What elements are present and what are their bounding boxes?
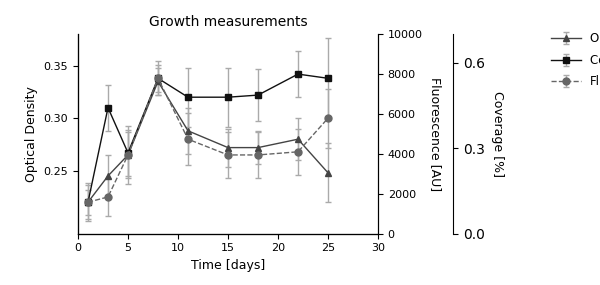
Title: Growth measurements: Growth measurements: [149, 15, 307, 29]
Legend: OD 750, Coverage [%], Fluorescence: OD 750, Coverage [%], Fluorescence: [549, 30, 600, 90]
Y-axis label: Fluorescence [AU]: Fluorescence [AU]: [429, 77, 442, 191]
Y-axis label: Optical Density: Optical Density: [25, 86, 38, 182]
X-axis label: Time [days]: Time [days]: [191, 259, 265, 272]
Y-axis label: Coverage [%]: Coverage [%]: [491, 91, 504, 177]
